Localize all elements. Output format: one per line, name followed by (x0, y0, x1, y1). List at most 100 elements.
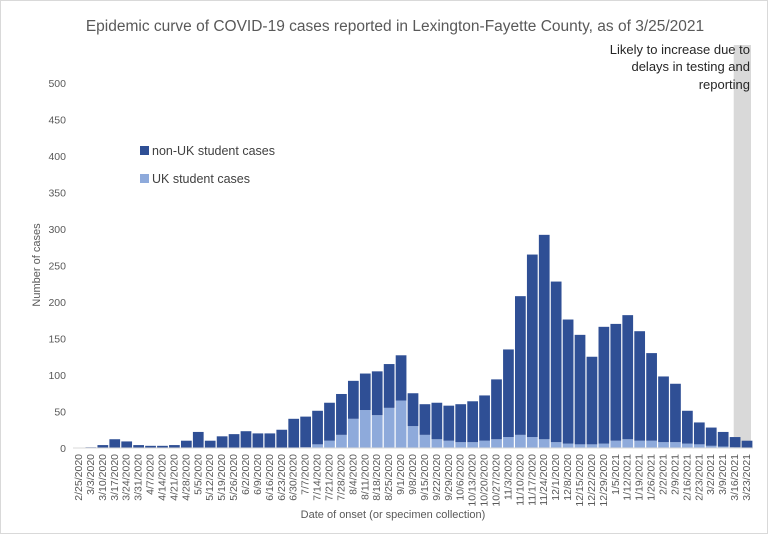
delay-shaded-region (733, 45, 751, 448)
bar-non-uk-student (729, 437, 741, 448)
y-tick-label: 50 (54, 407, 66, 419)
bar-uk-student (586, 444, 598, 448)
x-tick-label: 3/3/2020 (85, 454, 97, 495)
bar-uk-student (419, 434, 431, 448)
bar-uk-student (562, 443, 574, 448)
x-tick-label: 11/3/2020 (502, 454, 514, 500)
x-tick-label: 7/7/2020 (300, 454, 312, 495)
legend-label-uk: UK student cases (152, 172, 250, 186)
bar-non-uk-student (467, 401, 479, 443)
x-tick-label: 10/27/2020 (491, 454, 503, 507)
bar-non-uk-student (479, 395, 490, 441)
x-tick-label: 2/9/2021 (669, 454, 681, 495)
bar-uk-student (431, 439, 443, 448)
x-tick-label: 8/25/2020 (383, 454, 395, 501)
bar-uk-student (491, 439, 502, 448)
bar-non-uk-student (109, 439, 121, 448)
x-axis-ticks: 2/25/2020 3/3/2020 3/10/2020 3/17/2020 3/24/… (73, 454, 753, 507)
bar-non-uk-student (180, 440, 192, 448)
y-tick-label: 450 (48, 115, 66, 127)
legend-swatch-uk (140, 174, 149, 183)
bar-non-uk-student (670, 383, 681, 443)
x-tick-label: 8/18/2020 (371, 454, 383, 501)
bar-uk-student (538, 439, 550, 448)
bar-uk-student (455, 442, 467, 448)
bar-uk-student (336, 434, 347, 448)
x-tick-label: 3/9/2021 (717, 454, 729, 495)
bar-non-uk-student (288, 418, 300, 448)
bar-non-uk-student (622, 315, 634, 440)
y-tick-label: 350 (48, 188, 66, 200)
x-tick-label: 3/2/2021 (705, 454, 717, 495)
bar-uk-student (670, 442, 681, 448)
y-tick-label: 400 (48, 151, 66, 163)
bar-uk-student (598, 443, 610, 448)
y-tick-label: 200 (48, 297, 66, 309)
x-tick-label: 9/1/2020 (395, 454, 407, 495)
bar-non-uk-student (359, 373, 371, 411)
x-tick-label: 11/24/2020 (538, 454, 550, 506)
bar-non-uk-student (610, 323, 622, 441)
x-tick-label: 3/24/2020 (121, 454, 133, 501)
x-tick-label: 11/10/2020 (514, 454, 526, 506)
bar-non-uk-student (395, 355, 407, 401)
bar-non-uk-student (515, 296, 526, 435)
bar-uk-student (479, 440, 490, 448)
bar-non-uk-student (347, 380, 359, 419)
x-tick-label: 5/12/2020 (204, 454, 216, 501)
x-tick-label: 1/5/2021 (610, 454, 622, 495)
bar-non-uk-student (300, 416, 311, 448)
bar-non-uk-student (192, 431, 204, 448)
legend: non-UK student cases UK student cases (140, 144, 275, 186)
bar-non-uk-student (443, 405, 455, 441)
bar-uk-student (682, 443, 693, 448)
bar-non-uk-student (157, 445, 168, 448)
bar-uk-student (467, 442, 479, 448)
y-axis-ticks: 0 50 100 150 200 250 300 350 400 450 500 (48, 78, 66, 455)
x-tick-label: 8/11/2020 (359, 454, 371, 500)
bar-uk-student (693, 444, 705, 448)
x-tick-label: 5/19/2020 (216, 454, 228, 501)
x-tick-label: 7/21/2020 (323, 454, 335, 501)
x-tick-label: 1/12/2021 (622, 454, 634, 501)
x-tick-label: 7/14/2020 (312, 454, 324, 501)
bar-non-uk-student (133, 445, 144, 448)
x-tick-label: 6/23/2020 (276, 454, 288, 501)
bar-non-uk-student (264, 433, 276, 448)
x-tick-label: 3/17/2020 (109, 454, 121, 501)
legend-label-non-uk: non-UK student cases (152, 144, 275, 158)
y-tick-label: 0 (60, 443, 66, 455)
bar-non-uk-student (634, 331, 646, 441)
x-tick-label: 12/29/2020 (598, 454, 610, 507)
bar-non-uk-student (693, 422, 705, 445)
chart-title: Epidemic curve of COVID-19 cases reporte… (86, 18, 704, 35)
bar-non-uk-student (240, 431, 252, 448)
x-tick-label: 2/2/2021 (658, 454, 670, 495)
bar-non-uk-student (646, 353, 657, 441)
bar-non-uk-student (598, 326, 610, 444)
bar-non-uk-student (383, 364, 395, 408)
bar-non-uk-student (586, 356, 598, 445)
x-tick-label: 12/8/2020 (562, 454, 574, 501)
bar-non-uk-student (491, 379, 502, 440)
bar-non-uk-student (682, 410, 693, 444)
bar-non-uk-student (371, 371, 383, 416)
x-tick-label: 12/15/2020 (574, 454, 586, 507)
y-tick-label: 250 (48, 261, 66, 273)
x-tick-label: 9/29/2020 (443, 454, 455, 501)
x-tick-label: 2/25/2020 (73, 454, 85, 501)
bar-non-uk-student (121, 441, 133, 448)
x-tick-label: 3/31/2020 (133, 454, 145, 501)
x-tick-label: 12/1/2020 (550, 454, 562, 501)
x-tick-label: 4/14/2020 (156, 454, 168, 501)
bar-non-uk-student (431, 402, 443, 440)
x-tick-label: 2/23/2021 (693, 454, 705, 501)
x-tick-label: 5/5/2020 (192, 454, 204, 495)
bar-uk-student (574, 444, 586, 448)
bar-uk-student (717, 446, 729, 448)
x-tick-label: 3/23/2021 (741, 454, 753, 501)
bar-uk-student (634, 440, 646, 448)
x-tick-label: 6/16/2020 (264, 454, 276, 501)
bar-uk-student (383, 407, 395, 448)
